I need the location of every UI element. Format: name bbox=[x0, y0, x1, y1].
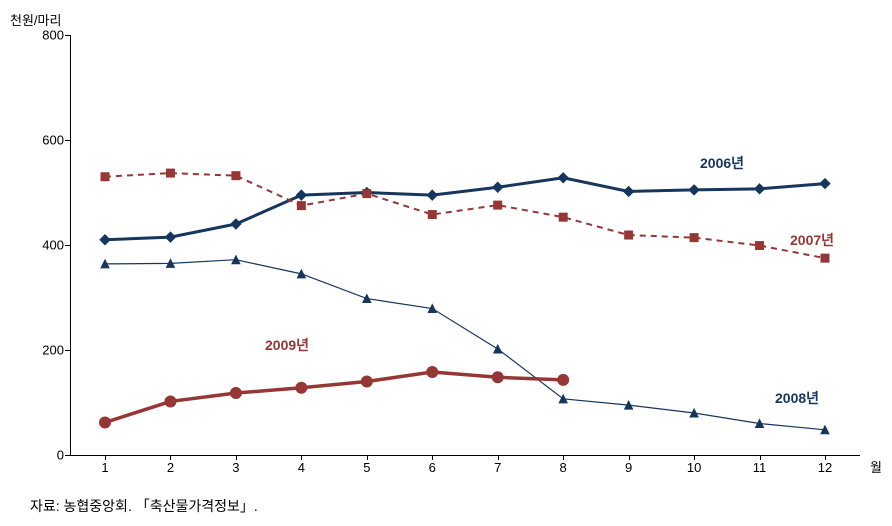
series-marker-2007년 bbox=[101, 173, 109, 181]
series-marker-2006년 bbox=[755, 184, 765, 194]
chart-caption: 자료: 농협중앙회. 「축산물가격정보」. bbox=[30, 496, 258, 516]
series-marker-2007년 bbox=[363, 190, 371, 198]
x-tick-mark bbox=[170, 455, 171, 460]
series-marker-2006년 bbox=[165, 232, 175, 242]
series-marker-2009년 bbox=[100, 417, 111, 428]
x-tick-label: 4 bbox=[298, 460, 305, 475]
series-marker-2009년 bbox=[296, 382, 307, 393]
x-tick-mark bbox=[629, 455, 630, 460]
series-marker-2009년 bbox=[165, 396, 176, 407]
x-tick-label: 11 bbox=[753, 460, 767, 475]
x-tick-mark bbox=[367, 455, 368, 460]
y-tick-label: 400 bbox=[42, 238, 64, 253]
series-marker-2009년 bbox=[492, 372, 503, 383]
y-tick-label: 0 bbox=[57, 448, 64, 463]
series-line-2008년 bbox=[105, 260, 825, 430]
series-label-2007년: 2007년 bbox=[790, 230, 834, 250]
x-tick-mark bbox=[694, 455, 695, 460]
series-marker-2009년 bbox=[361, 376, 372, 387]
x-tick-label: 12 bbox=[818, 460, 832, 475]
y-tick-mark bbox=[65, 350, 70, 351]
series-line-2007년 bbox=[105, 173, 825, 258]
x-tick-label: 10 bbox=[687, 460, 701, 475]
series-marker-2006년 bbox=[493, 182, 503, 192]
series-marker-2009년 bbox=[558, 374, 569, 385]
series-marker-2006년 bbox=[820, 179, 830, 189]
chart-container: 천원/마리 월 자료: 농협중앙회. 「축산물가격정보」. 0 200 400 600… bbox=[10, 10, 882, 516]
series-marker-2006년 bbox=[231, 219, 241, 229]
series-marker-2007년 bbox=[625, 231, 633, 239]
x-tick-label: 7 bbox=[494, 460, 501, 475]
series-marker-2007년 bbox=[821, 254, 829, 262]
x-tick-mark bbox=[432, 455, 433, 460]
x-tick-label: 3 bbox=[232, 460, 239, 475]
x-tick-mark bbox=[563, 455, 564, 460]
series-marker-2006년 bbox=[558, 173, 568, 183]
x-tick-mark bbox=[236, 455, 237, 460]
series-marker-2008년 bbox=[494, 345, 502, 353]
series-marker-2007년 bbox=[756, 242, 764, 250]
series-label-2008년: 2008년 bbox=[775, 388, 819, 408]
y-tick-label: 600 bbox=[42, 133, 64, 148]
x-tick-mark bbox=[498, 455, 499, 460]
y-axis-title: 천원/마리 bbox=[10, 10, 61, 29]
series-marker-2007년 bbox=[232, 172, 240, 180]
x-tick-label: 8 bbox=[560, 460, 567, 475]
series-marker-2006년 bbox=[100, 235, 110, 245]
series-marker-2007년 bbox=[166, 169, 174, 177]
x-tick-label: 5 bbox=[363, 460, 370, 475]
x-tick-mark bbox=[825, 455, 826, 460]
series-label-2009년: 2009년 bbox=[265, 335, 309, 355]
series-line-2006년 bbox=[105, 178, 825, 240]
series-marker-2007년 bbox=[690, 234, 698, 242]
y-tick-mark bbox=[65, 35, 70, 36]
x-tick-label: 2 bbox=[167, 460, 174, 475]
series-marker-2007년 bbox=[559, 213, 567, 221]
x-tick-mark bbox=[301, 455, 302, 460]
series-marker-2009년 bbox=[230, 388, 241, 399]
x-tick-mark bbox=[105, 455, 106, 460]
y-tick-label: 200 bbox=[42, 343, 64, 358]
series-marker-2009년 bbox=[427, 367, 438, 378]
series-marker-2006년 bbox=[296, 190, 306, 200]
y-tick-mark bbox=[65, 245, 70, 246]
series-marker-2007년 bbox=[494, 201, 502, 209]
x-axis-title: 월 bbox=[870, 457, 882, 476]
chart-svg bbox=[70, 35, 860, 455]
y-tick-mark bbox=[65, 455, 70, 456]
x-tick-label: 9 bbox=[625, 460, 632, 475]
series-marker-2006년 bbox=[624, 186, 634, 196]
series-marker-2007년 bbox=[428, 211, 436, 219]
x-tick-label: 6 bbox=[429, 460, 436, 475]
series-marker-2006년 bbox=[427, 190, 437, 200]
x-tick-mark bbox=[760, 455, 761, 460]
y-tick-label: 800 bbox=[42, 28, 64, 43]
y-tick-mark bbox=[65, 140, 70, 141]
series-marker-2007년 bbox=[297, 202, 305, 210]
x-tick-label: 1 bbox=[101, 460, 108, 475]
series-label-2006년: 2006년 bbox=[700, 153, 744, 173]
series-marker-2006년 bbox=[689, 185, 699, 195]
